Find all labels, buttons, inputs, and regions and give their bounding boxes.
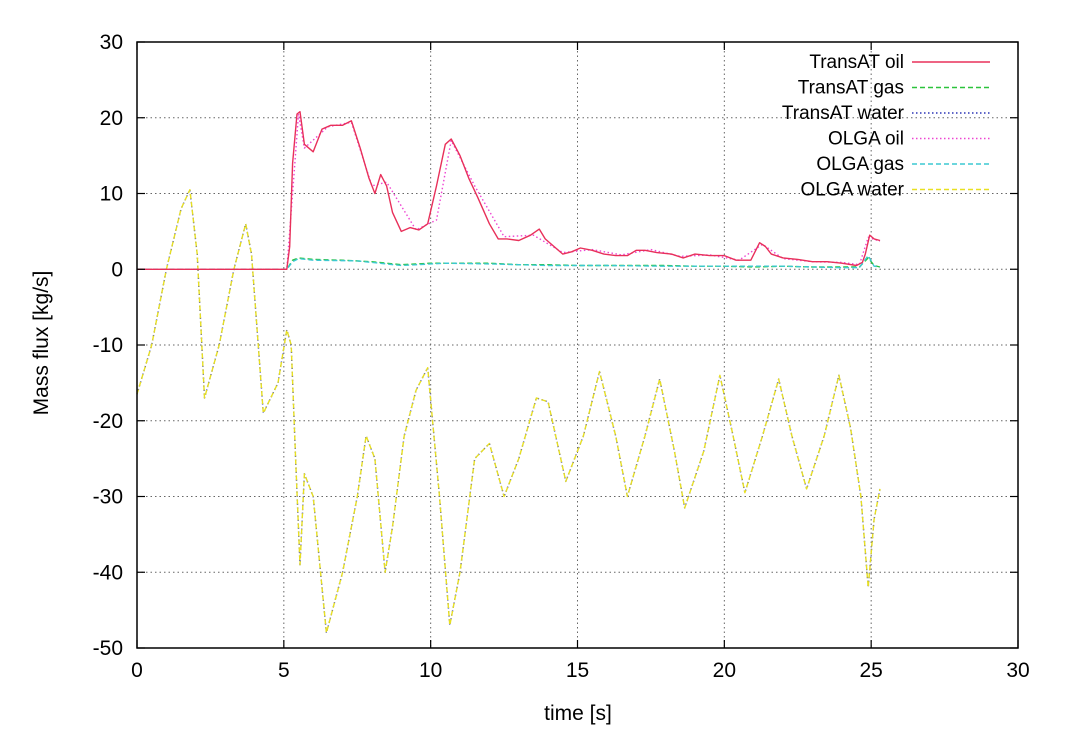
y-axis-label: Mass flux [kg/s] (30, 271, 53, 416)
y-tick-label: -50 (93, 637, 123, 660)
legend-label: OLGA gas (816, 154, 904, 175)
series-line-olga-oil (137, 113, 881, 270)
y-tick-label: 20 (100, 107, 123, 130)
series-line-transat-water (136, 188, 881, 634)
series-line-olga-water (136, 188, 881, 634)
x-tick-label: 0 (131, 659, 143, 682)
x-tick-label: 20 (713, 659, 736, 682)
x-axis-label: time [s] (544, 702, 612, 725)
grid (137, 42, 1018, 648)
y-tick-label: -40 (93, 561, 123, 584)
y-tick-label: -30 (93, 486, 123, 509)
legend-label: TransAT gas (798, 78, 904, 99)
y-tick-label: 0 (111, 258, 123, 281)
y-tick-label: 30 (100, 31, 123, 54)
x-tick-label: 15 (566, 659, 589, 682)
axis-ticks: 0 5 10 15 20 25 30 -50 -40 -30 -20 -10 0 10 20 30 (93, 31, 1030, 682)
x-tick-label: 25 (859, 659, 882, 682)
legend: TransAT oil TransAT gas TransAT water OLGA … (782, 52, 990, 201)
series-line-transat-oil (137, 110, 881, 270)
series-lines (136, 110, 881, 634)
x-tick-label: 30 (1006, 659, 1029, 682)
legend-label: OLGA oil (828, 129, 904, 150)
y-tick-label: 10 (100, 183, 123, 206)
y-tick-label: -20 (93, 410, 123, 433)
x-tick-label: 5 (278, 659, 290, 682)
legend-label: TransAT water (782, 103, 905, 124)
series-line-olga-gas (137, 254, 881, 270)
x-tick-label: 10 (419, 659, 442, 682)
legend-label: TransAT oil (809, 52, 904, 73)
legend-label: OLGA water (801, 180, 905, 201)
y-tick-label: -10 (93, 334, 123, 357)
series-line-transat-gas (137, 257, 881, 270)
